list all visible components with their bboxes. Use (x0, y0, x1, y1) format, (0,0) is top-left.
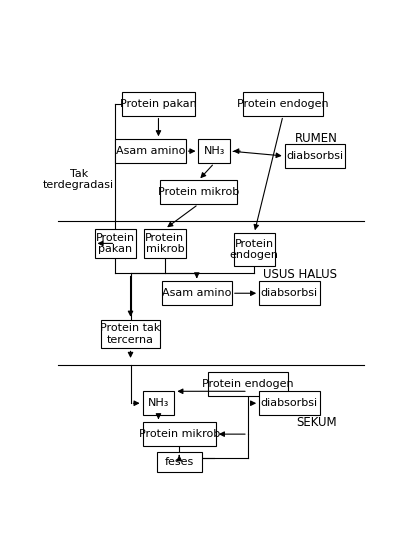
Text: SEKUM: SEKUM (297, 416, 337, 429)
FancyBboxPatch shape (160, 180, 236, 204)
Text: feses: feses (165, 457, 194, 467)
FancyBboxPatch shape (143, 422, 216, 446)
Text: Protein mikrob: Protein mikrob (158, 187, 239, 197)
Text: diabsorbsi: diabsorbsi (286, 151, 344, 161)
Text: Asam amino: Asam amino (116, 146, 185, 156)
Text: Protein pakan: Protein pakan (120, 99, 197, 109)
FancyBboxPatch shape (144, 229, 185, 258)
FancyBboxPatch shape (101, 319, 160, 348)
FancyBboxPatch shape (208, 372, 288, 396)
FancyBboxPatch shape (162, 281, 232, 305)
FancyBboxPatch shape (285, 144, 345, 168)
FancyBboxPatch shape (143, 391, 174, 415)
FancyBboxPatch shape (199, 139, 230, 163)
Text: Protein mikrob: Protein mikrob (138, 429, 220, 439)
FancyBboxPatch shape (122, 92, 195, 116)
FancyBboxPatch shape (234, 233, 275, 266)
Text: Protein endogen: Protein endogen (202, 379, 294, 389)
FancyBboxPatch shape (259, 391, 320, 415)
Text: Protein endogen: Protein endogen (237, 99, 329, 109)
FancyBboxPatch shape (243, 92, 323, 116)
FancyBboxPatch shape (95, 229, 136, 258)
Text: Protein tak
tercerna: Protein tak tercerna (101, 323, 161, 345)
Text: NH₃: NH₃ (148, 398, 169, 408)
Text: Tak
terdegradasi: Tak terdegradasi (43, 169, 114, 190)
FancyBboxPatch shape (259, 281, 320, 305)
Text: diabsorbsi: diabsorbsi (261, 398, 318, 408)
Text: Protein
mikrob: Protein mikrob (145, 233, 185, 254)
Text: NH₃: NH₃ (204, 146, 225, 156)
Text: RUMEN: RUMEN (295, 132, 337, 145)
FancyBboxPatch shape (157, 452, 201, 472)
Text: Protein
endogen: Protein endogen (230, 239, 279, 261)
Text: Asam amino: Asam amino (162, 288, 232, 298)
FancyBboxPatch shape (115, 139, 185, 163)
Text: Protein
pakan: Protein pakan (96, 233, 135, 254)
Text: diabsorbsi: diabsorbsi (261, 288, 318, 298)
Text: USUS HALUS: USUS HALUS (263, 268, 337, 281)
